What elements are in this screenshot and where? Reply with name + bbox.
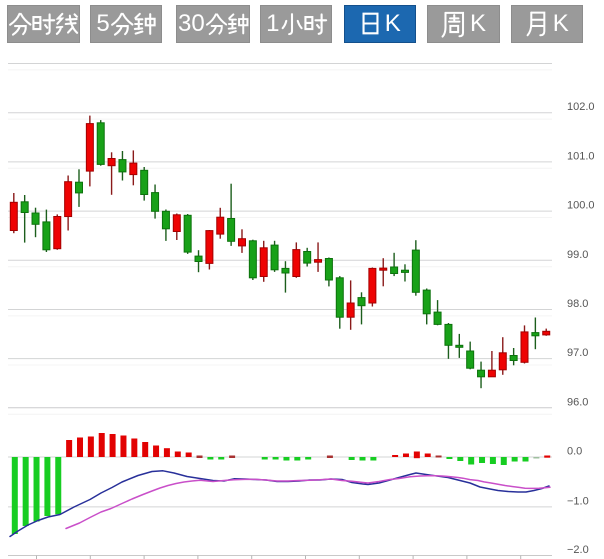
svg-text:−1.0: −1.0: [567, 495, 589, 507]
svg-text:98.0: 98.0: [567, 298, 588, 310]
svg-text:100.0: 100.0: [567, 200, 595, 212]
svg-text:96.0: 96.0: [567, 396, 588, 408]
svg-text:0.0: 0.0: [567, 446, 582, 458]
svg-text:97.0: 97.0: [567, 347, 588, 359]
svg-text:−2.0: −2.0: [567, 544, 589, 556]
svg-text:102.0: 102.0: [567, 101, 595, 113]
svg-text:99.0: 99.0: [567, 249, 588, 261]
svg-text:101.0: 101.0: [567, 150, 595, 162]
